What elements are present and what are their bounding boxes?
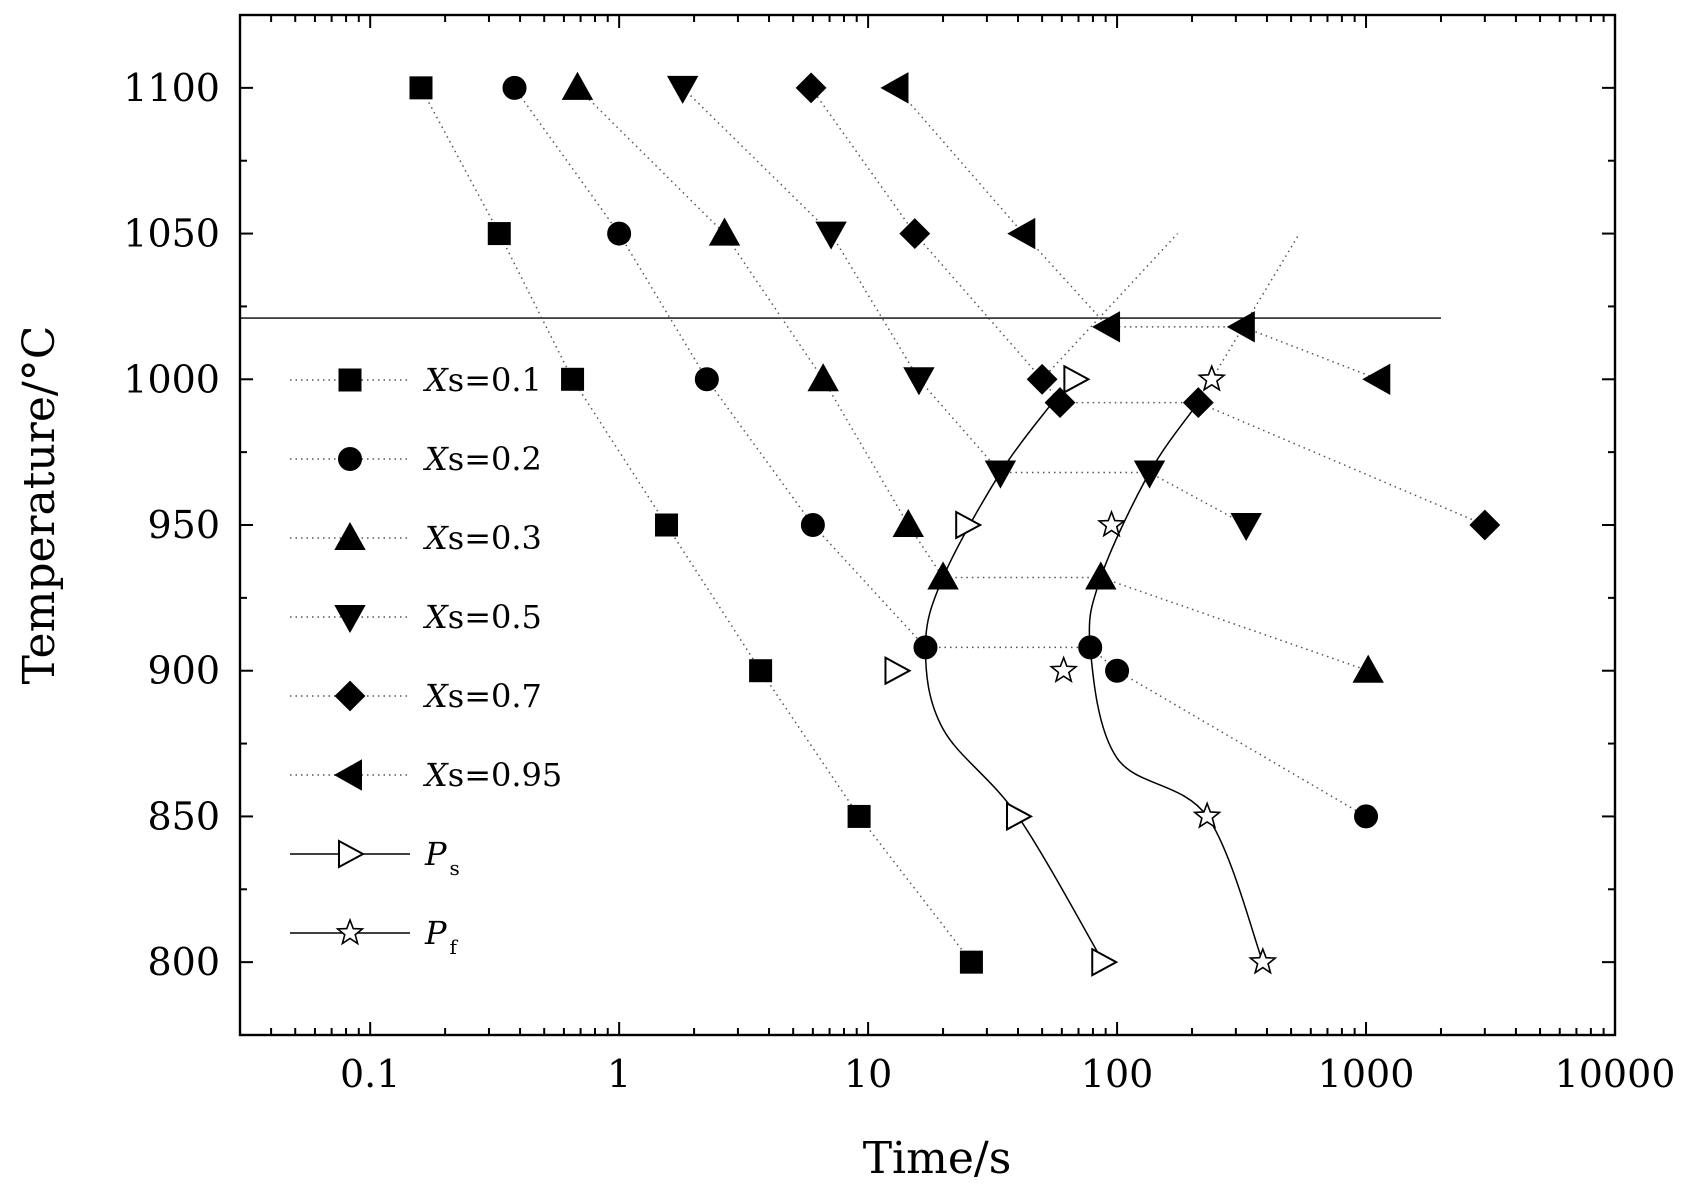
data-point-xs-0-2 <box>1354 804 1379 829</box>
y-tick-label: 1050 <box>123 212 220 256</box>
legend-label-xs-0-1: Xs=0.1 <box>422 361 542 399</box>
data-point-pf <box>1049 655 1079 684</box>
data-point-xs-0-95 <box>1092 311 1121 343</box>
y-tick-label: 950 <box>147 503 220 547</box>
data-point-xs-0-3 <box>1352 654 1384 683</box>
legend-marker-xs-0-3 <box>334 521 366 550</box>
data-point-pf <box>1197 364 1227 392</box>
y-tick-label: 800 <box>147 940 220 984</box>
legend-label-xs-0-7: Xs=0.7 <box>422 677 542 715</box>
data-point-pf <box>1248 946 1278 975</box>
data-point-pf <box>1097 509 1127 538</box>
data-markers <box>409 71 1501 977</box>
legend-marker-xs-0-1 <box>338 368 362 392</box>
data-point-xs-0-95 <box>1226 311 1255 343</box>
y-tick-label: 1100 <box>123 66 220 110</box>
data-point-ps <box>1063 364 1091 394</box>
data-point-xs-0-1 <box>655 513 679 537</box>
legend-marker-xs-0-7 <box>334 680 366 712</box>
data-point-ps <box>1091 947 1119 977</box>
legend-marker-xs-0-2 <box>338 447 362 471</box>
data-point-ps <box>884 656 912 686</box>
data-point-xs-0-3 <box>927 561 959 590</box>
series-lines <box>420 87 1486 963</box>
data-point-xs-0-7 <box>1026 363 1058 395</box>
legend-marker-xs-0-95 <box>333 759 362 791</box>
data-point-xs-0-95 <box>880 72 909 104</box>
series-line-xs-0-5 <box>682 87 1247 526</box>
data-point-xs-0-95 <box>1362 363 1391 395</box>
data-point-xs-0-1 <box>487 222 511 246</box>
legend-label-xs-0-3: Xs=0.3 <box>422 519 542 557</box>
x-tick-label: 10000 <box>1555 1052 1676 1096</box>
dotted-guide-line <box>1041 233 1179 380</box>
data-point-xs-0-2 <box>607 221 632 246</box>
data-point-xs-0-5 <box>984 460 1017 489</box>
y-axis-title: Temperature/°C <box>14 326 65 685</box>
data-point-xs-0-1 <box>409 76 433 100</box>
data-point-ps <box>955 510 983 540</box>
series-line-xs-0-7 <box>810 87 1486 526</box>
x-tick-label: 1 <box>607 1052 631 1096</box>
series-line-xs-0-2 <box>513 87 1367 818</box>
dotted-guide-line <box>1211 233 1301 380</box>
data-point-xs-0-7 <box>1182 387 1214 419</box>
data-point-xs-0-5 <box>666 75 699 104</box>
data-point-xs-0-3 <box>708 217 741 246</box>
series-line-xs-0-95 <box>895 87 1379 380</box>
data-point-xs-0-2 <box>502 75 527 100</box>
y-tick-label: 900 <box>147 649 220 693</box>
data-point-xs-0-2 <box>694 367 719 392</box>
legend-marker-pf <box>335 917 365 946</box>
data-point-xs-0-1 <box>959 950 983 974</box>
data-point-xs-0-2 <box>1078 635 1103 660</box>
y-tick-label: 1000 <box>123 357 220 401</box>
legend: Xs=0.1 Xs=0.2 Xs=0.3 Xs=0.5 Xs=0.7 Xs=0.95 P s P… <box>290 361 562 959</box>
data-point-xs-0-3 <box>807 363 839 392</box>
data-point-xs-0-3 <box>561 71 594 100</box>
data-point-xs-0-5 <box>903 367 935 396</box>
data-point-xs-0-1 <box>561 367 585 391</box>
axes: 800 850 900 950 1000 1050 1100 0.1 1 10 100 1000 100… <box>123 13 1676 1096</box>
data-point-ps <box>1005 801 1034 832</box>
data-point-xs-0-3 <box>892 508 924 537</box>
legend-marker-xs-0-5 <box>334 605 366 634</box>
data-point-xs-0-7 <box>899 218 931 249</box>
data-point-xs-0-5 <box>815 221 847 250</box>
data-point-pf <box>1192 801 1222 829</box>
data-point-xs-0-95 <box>1007 217 1036 250</box>
data-point-xs-0-2 <box>800 513 825 537</box>
x-axis-title: Time/s <box>863 1133 1012 1184</box>
x-tick-label: 0.1 <box>340 1052 400 1096</box>
legend-label-xs-0-5: Xs=0.5 <box>422 598 542 636</box>
data-point-xs-0-5 <box>1230 513 1262 542</box>
transformation-curve <box>924 402 1104 963</box>
legend-label-xs-0-95: Xs=0.95 <box>422 756 562 794</box>
data-point-xs-0-1 <box>847 804 871 828</box>
x-tick-label: 10 <box>844 1052 892 1096</box>
data-point-xs-0-7 <box>795 72 827 104</box>
data-point-xs-0-7 <box>1044 387 1076 419</box>
data-point-xs-0-1 <box>749 659 773 683</box>
data-point-xs-0-7 <box>1469 509 1501 541</box>
x-tick-label: 100 <box>1081 1052 1154 1096</box>
data-point-xs-0-2 <box>1105 658 1130 683</box>
legend-label-xs-0-2: Xs=0.2 <box>422 440 542 478</box>
legend-marker-ps <box>338 839 366 869</box>
data-point-xs-0-3 <box>1085 561 1117 590</box>
data-point-xs-0-2 <box>913 635 938 660</box>
data-point-xs-0-5 <box>1133 460 1166 489</box>
y-tick-label: 850 <box>147 794 220 838</box>
x-tick-label: 1000 <box>1318 1052 1415 1096</box>
